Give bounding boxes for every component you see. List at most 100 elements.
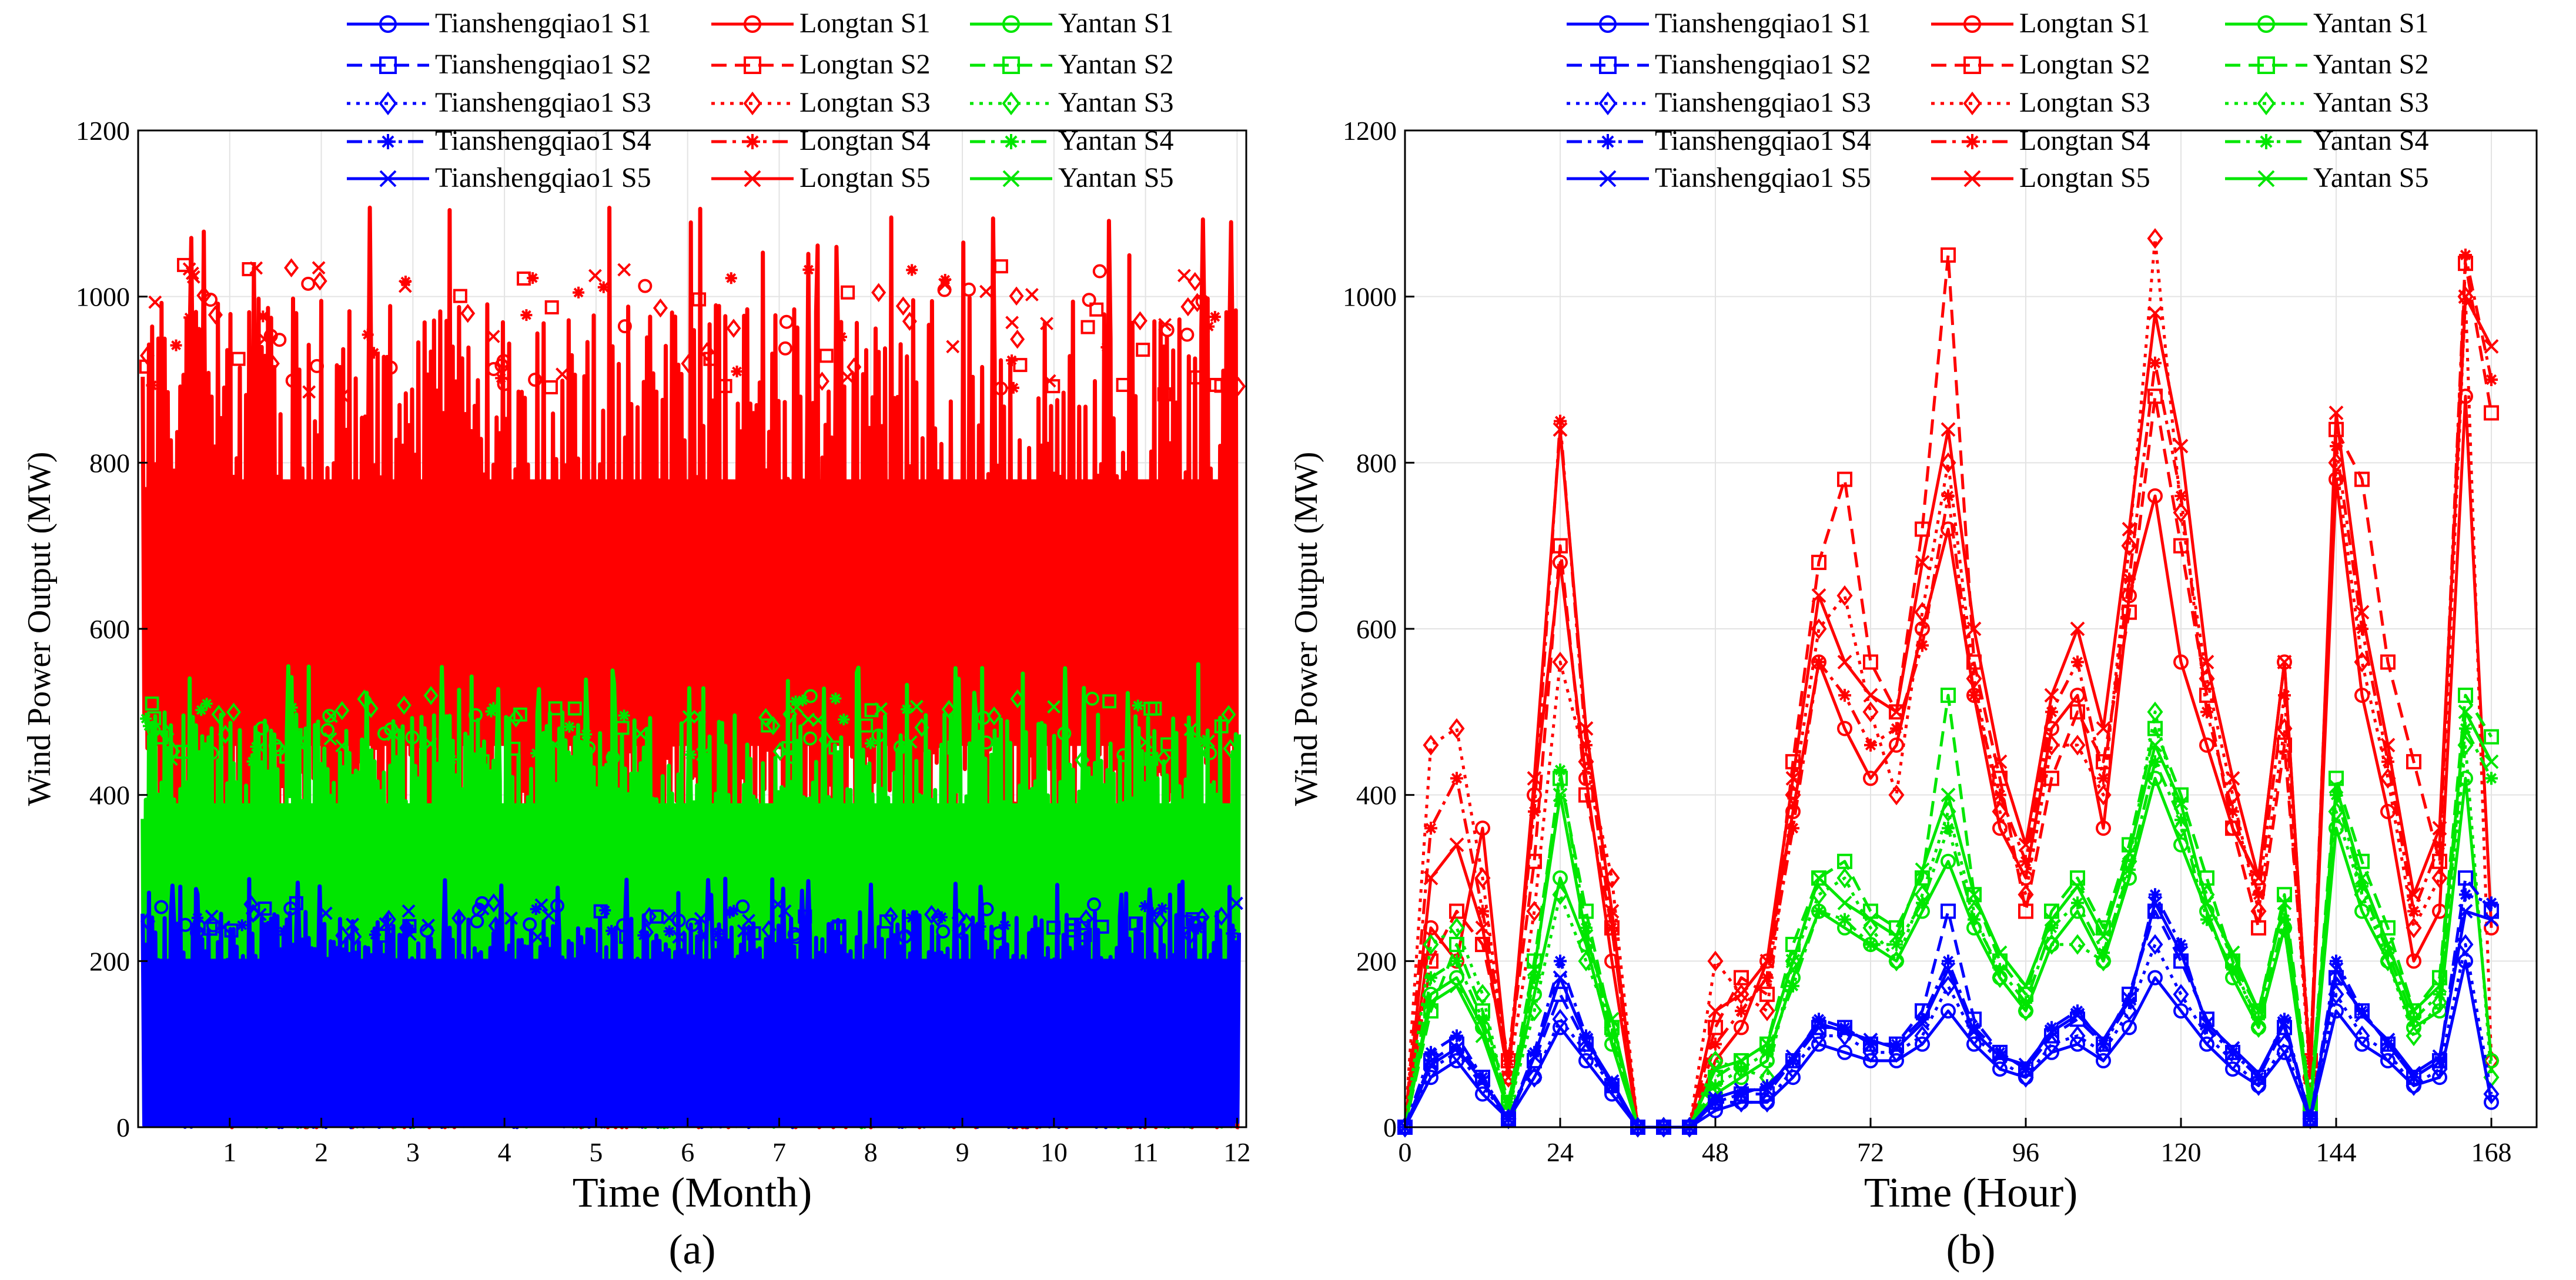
legend-item: Longtan S2: [1931, 49, 2150, 80]
series-marker-tianshengqiao1: [735, 899, 750, 914]
data-point-tianshengqiao1-s4: [2252, 1071, 2265, 1084]
data-point-longtan-s1: [2354, 688, 2370, 703]
series-marker-longtan: [1190, 293, 1205, 313]
data-point-longtan-s5: [2406, 887, 2421, 902]
series-marker-tianshengqiao1: [488, 916, 503, 936]
data-point-longtan-s2: [1811, 554, 1826, 570]
series-marker-yantan: [580, 728, 593, 740]
series-marker-yantan: [782, 705, 798, 724]
data-point-tianshengqiao1-s5: [1837, 1024, 1852, 1039]
data-point-longtan-s1: [1863, 770, 1878, 786]
series-marker-tianshengqiao1: [402, 904, 416, 918]
data-point-yantan-s5: [1449, 979, 1464, 994]
x-tick-label: 2: [315, 1137, 328, 1167]
legend-label: Tianshengqiao1 S4: [1655, 125, 1871, 156]
series-marker-longtan: [1177, 269, 1191, 283]
data-point-longtan-s3: [1888, 785, 1905, 806]
series-marker-longtan: [486, 330, 500, 343]
series-marker-longtan: [1100, 341, 1113, 353]
data-point-yantan-s4: [2485, 772, 2498, 785]
x-tick-label: 1: [223, 1137, 236, 1167]
legend-label: Yantan S4: [1058, 125, 1174, 156]
data-point-tianshengqiao1-s3: [1552, 1008, 1568, 1030]
panel-a-label: (a): [669, 1226, 716, 1273]
data-point-yantan-s5: [2329, 779, 2344, 794]
data-point-tianshengqiao1-s4: [1580, 1029, 1593, 1043]
x-tick-label: 3: [406, 1137, 420, 1167]
data-point-yantan-s5: [2406, 1003, 2421, 1018]
legend-marker: [1002, 15, 1020, 33]
x-tick-label: 8: [864, 1137, 878, 1167]
legend-marker: [2257, 91, 2276, 116]
data-point-yantan-s4: [2407, 1013, 2420, 1026]
series-marker-longtan: [139, 346, 155, 366]
x-tick-label: 168: [2471, 1137, 2512, 1167]
series-marker-tianshengqiao1: [711, 928, 724, 940]
data-point-tianshengqiao1-s4: [2045, 1021, 2058, 1034]
series-marker-yantan: [159, 724, 175, 744]
series-marker-tianshengqiao1: [403, 927, 417, 941]
data-point-yantan-s5: [1604, 1011, 1620, 1027]
series-marker-tianshengqiao1: [830, 921, 845, 936]
series-marker-yantan: [1202, 734, 1215, 748]
series-marker-longtan: [979, 284, 993, 299]
data-point-longtan-s1: [2147, 488, 2163, 504]
data-point-yantan-s3: [1474, 984, 1491, 1005]
series-marker-longtan: [1013, 358, 1028, 373]
data-point-longtan-s2: [2173, 538, 2189, 554]
series-marker-tianshengqiao1: [1139, 900, 1151, 912]
series-marker-yantan: [508, 708, 524, 728]
series-marker-tianshengqiao1: [277, 925, 290, 937]
series-marker-yantan: [255, 721, 269, 736]
series-marker-longtan: [617, 319, 632, 334]
data-point-longtan-s4: [1838, 689, 1851, 702]
legend-item: Yantan S5: [2225, 162, 2429, 193]
legend-label: Longtan S1: [799, 8, 931, 39]
series-marker-yantan: [976, 711, 991, 725]
series-marker-longtan: [1180, 327, 1195, 342]
series-marker-longtan: [312, 261, 326, 275]
data-point-longtan-s4: [2174, 489, 2187, 502]
legend-label: Longtan S5: [2019, 162, 2150, 193]
legend-item: Yantan S5: [970, 162, 1174, 193]
series-marker-yantan: [1143, 701, 1158, 716]
series-marker-longtan: [249, 261, 263, 275]
series-marker-tianshengqiao1: [420, 923, 434, 938]
data-point-tianshengqiao1-s4: [1450, 1029, 1463, 1043]
data-point-tianshengqiao1-s5: [2354, 1007, 2370, 1023]
series-marker-yantan: [1075, 750, 1090, 770]
legend-marker: [2259, 134, 2274, 149]
series-marker-longtan: [543, 380, 558, 395]
data-point-yantan-s3: [1423, 934, 1439, 955]
series-marker-longtan: [653, 298, 668, 318]
series-marker-longtan: [257, 332, 272, 346]
x-tick-label: 48: [1702, 1137, 1729, 1167]
legend-label: Yantan S2: [2313, 49, 2429, 80]
data-point-longtan-s5: [2354, 605, 2370, 620]
data-point-longtan-s5: [1966, 621, 1982, 636]
data-point-tianshengqiao1-s2: [2458, 870, 2473, 886]
series-marker-tianshengqiao1: [641, 907, 657, 926]
legend-marker: [380, 134, 396, 149]
series-marker-yantan: [154, 730, 169, 745]
series-marker-longtan: [1006, 354, 1018, 367]
data-point-tianshengqiao1-s4: [2071, 1004, 2084, 1018]
series-marker-tianshengqiao1: [190, 925, 205, 940]
series-marker-yantan: [548, 738, 562, 752]
series-marker-yantan: [864, 703, 879, 718]
data-point-yantan-s4: [2200, 913, 2213, 926]
series-marker-yantan: [803, 689, 818, 703]
series-marker-longtan: [1010, 329, 1025, 349]
data-point-tianshengqiao1-s4: [2459, 888, 2472, 902]
data-point-tianshengqiao1-s3: [2250, 1075, 2267, 1096]
series-marker-yantan: [1116, 748, 1131, 762]
data-point-tianshengqiao1-s3: [1733, 1092, 1749, 1113]
data-point-longtan-s4: [1476, 904, 1489, 918]
series-marker-longtan: [495, 372, 507, 384]
series-marker-longtan: [265, 354, 280, 373]
series-marker-longtan: [517, 271, 531, 286]
data-point-tianshengqiao1-s1: [2380, 1053, 2396, 1068]
series-marker-yantan: [1160, 737, 1175, 752]
data-point-yantan-s4: [1580, 921, 1593, 934]
